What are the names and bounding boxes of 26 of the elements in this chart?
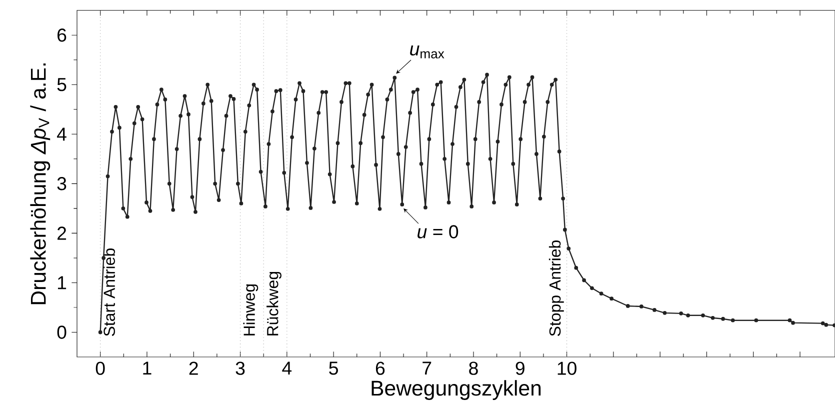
x-axis-title: Bewegungszyklen bbox=[372, 380, 541, 400]
x-tick-label: 9 bbox=[516, 362, 524, 375]
x-tick-label: 1 bbox=[143, 362, 152, 375]
y-tick-label: 5 bbox=[57, 78, 66, 92]
y-axis-title: Druckerhöhung Δp$_{V}$ / a.E. bbox=[30, 63, 50, 304]
x-tick-label: 5 bbox=[329, 362, 338, 375]
x-tick-label: 3 bbox=[236, 362, 245, 375]
x-tick-label: 6 bbox=[376, 362, 385, 375]
x-tick-label: 7 bbox=[422, 362, 432, 375]
x-tick-label: 0 bbox=[96, 362, 105, 375]
ref-line-label: Stopp Antrieb bbox=[548, 240, 564, 336]
x-tick-label: 4 bbox=[282, 362, 292, 375]
x-tick-label: 2 bbox=[189, 362, 198, 375]
ref-line-label: Rückweg bbox=[266, 272, 282, 336]
y-tick-label: 1 bbox=[58, 276, 66, 290]
y-tick-label: 6 bbox=[58, 28, 66, 42]
ref-line-label: Start Antrieb bbox=[103, 248, 115, 336]
annotation: u = 0 bbox=[418, 225, 458, 238]
y-tick-label: 0 bbox=[57, 326, 66, 339]
x-tick-label: 8 bbox=[469, 362, 478, 375]
ref-line-label: Hinweg bbox=[243, 284, 258, 336]
y-tick-label: 3 bbox=[57, 177, 66, 190]
x-tick-label: 10 bbox=[558, 362, 576, 375]
y-tick-label: 2 bbox=[58, 226, 66, 240]
annotation: u$_{max}$ bbox=[410, 46, 444, 58]
y-tick-label: 4 bbox=[57, 128, 66, 141]
